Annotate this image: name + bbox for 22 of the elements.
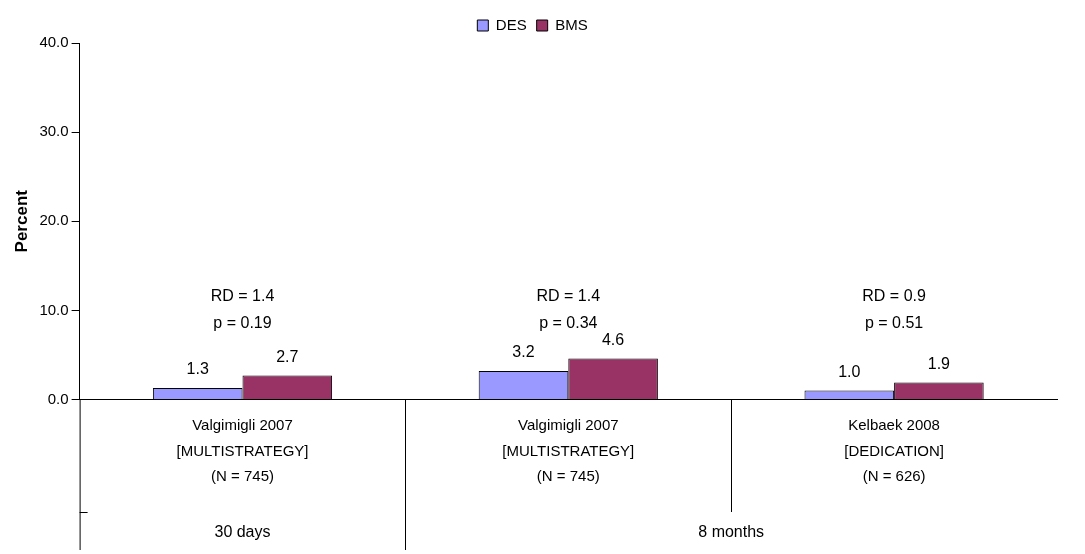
y-tick-label: 10.0 xyxy=(39,300,69,318)
data-label: 2.7 xyxy=(276,347,299,365)
y-tick-label: 20.0 xyxy=(39,211,69,229)
annotation: RD = 0.9 p = 0.51 xyxy=(862,287,926,332)
x-tick-label: Valgimigli 2007 [MULTISTRATEGY] (N = 745) xyxy=(502,416,635,485)
data-label: 1.0 xyxy=(838,362,861,380)
y-tick-label: 40.0 xyxy=(39,33,69,51)
y-tick-label: 0.0 xyxy=(47,389,69,407)
data-label: 1.9 xyxy=(927,354,951,372)
annotation: RD = 1.4 p = 0.34 xyxy=(536,287,601,332)
legend-label: DES xyxy=(495,15,527,33)
x-tick-label: Kelbaek 2008 [DEDICATION] (N = 626) xyxy=(844,416,944,485)
data-label: 4.6 xyxy=(601,330,625,348)
x-tick-label: Valgimigli 2007 [MULTISTRATEGY] (N = 745) xyxy=(176,416,309,485)
annotation: RD = 1.4 p = 0.19 xyxy=(210,287,275,332)
text: 8 months xyxy=(698,523,765,541)
text: 30 days xyxy=(214,523,271,541)
data-label: 1.3 xyxy=(186,360,209,378)
y-tick-label: 30.0 xyxy=(39,122,69,140)
data-label: 3.2 xyxy=(512,343,535,361)
y-axis-title: Percent xyxy=(11,189,31,253)
legend-label: BMS xyxy=(555,15,588,33)
